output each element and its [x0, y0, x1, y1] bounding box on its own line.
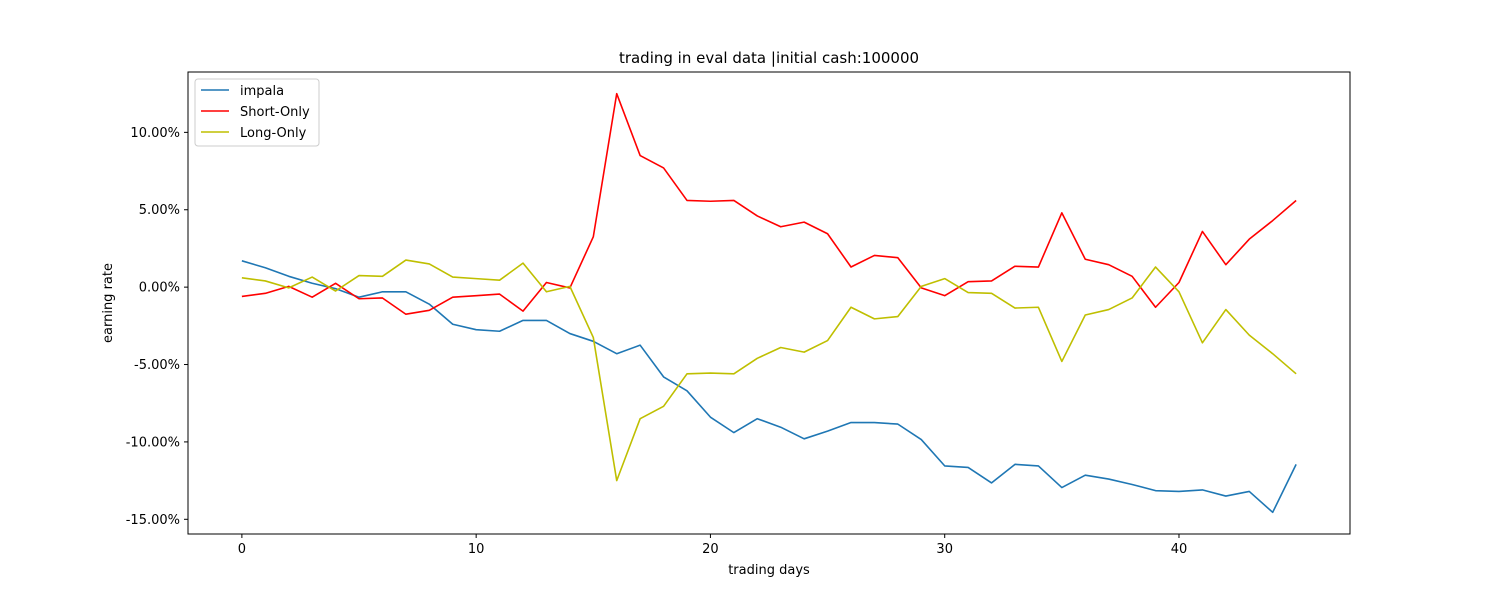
y-tick-label: -15.00% — [126, 513, 180, 528]
x-tick-label: 0 — [238, 542, 246, 557]
series-line-short-only — [241, 92, 1297, 316]
series-lines — [241, 92, 1297, 514]
legend-label-short-only: Short-Only — [240, 105, 310, 120]
series-line-long-only — [241, 259, 1297, 482]
y-tick-label: -10.00% — [126, 435, 180, 450]
x-tick-label: 20 — [702, 542, 719, 557]
y-tick-label: 10.00% — [130, 126, 180, 141]
legend: impala Short-Only Long-Only — [194, 78, 320, 147]
series-line-impala — [241, 260, 1297, 514]
y-tick-label: 0.00% — [139, 281, 180, 296]
x-axis-title: trading days — [728, 563, 810, 578]
y-tick-label: -5.00% — [134, 358, 180, 373]
y-axis-title: earning rate — [101, 263, 116, 343]
y-axis: 10.00% 5.00% 0.00% -5.00% -10.00% -15.00% — [126, 126, 188, 528]
legend-label-impala: impala — [240, 84, 284, 99]
chart-title: trading in eval data |initial cash:10000… — [619, 49, 919, 67]
x-tick-label: 10 — [468, 542, 485, 557]
legend-box — [194, 78, 320, 147]
x-tick-label: 40 — [1171, 542, 1188, 557]
x-axis: 0 10 20 30 40 — [238, 534, 1188, 557]
legend-label-long-only: Long-Only — [240, 126, 307, 141]
y-tick-label: 5.00% — [139, 203, 180, 218]
plot-area-frame — [187, 71, 1351, 535]
x-tick-label: 30 — [936, 542, 953, 557]
